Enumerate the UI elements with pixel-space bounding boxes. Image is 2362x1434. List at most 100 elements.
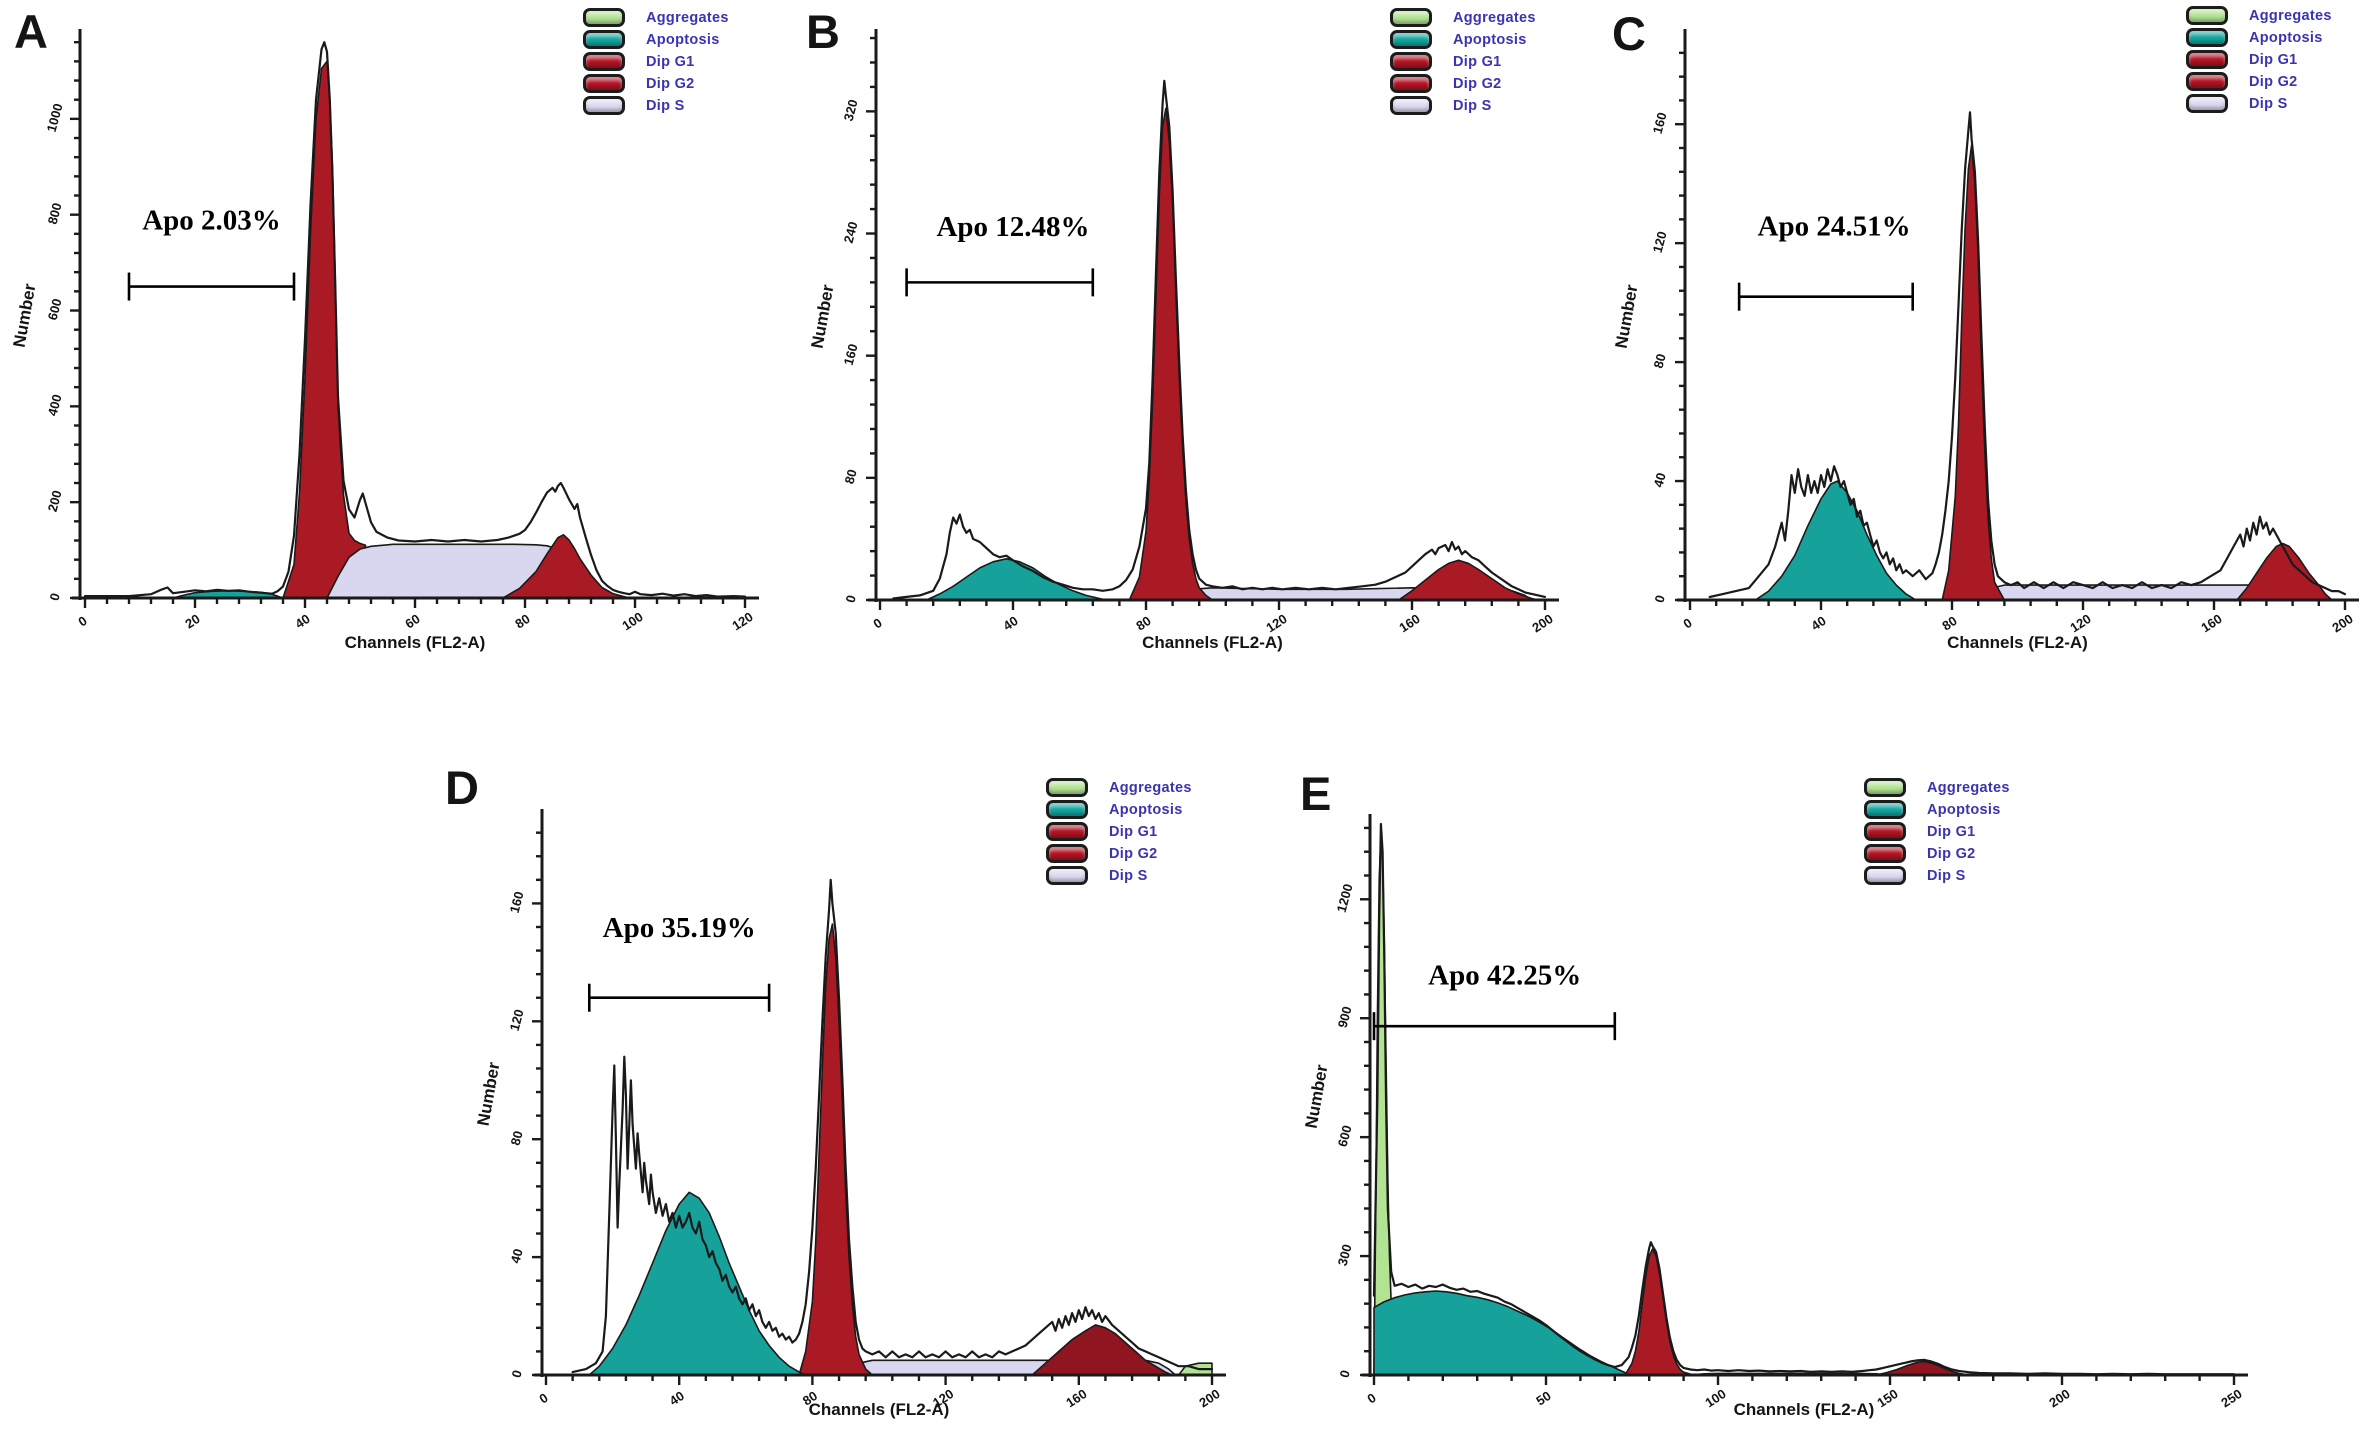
series-dip-g2 — [2236, 542, 2333, 601]
legend-item-label: Dip G2 — [646, 75, 695, 92]
series-dip-g2 — [1397, 559, 1540, 601]
legend-item-label: Aggregates — [1453, 9, 1536, 26]
histogram-plot-c: 0 40 80 120 160 200 0 40 80 120 160 Channels (FL2-A… — [1612, 29, 2359, 652]
panel-B: 0 40 80 120 160 200 0 80 160 240 320 Channels (FL2-… — [795, 0, 1580, 660]
legend-item-label: Dip G1 — [1109, 823, 1158, 840]
series-raw-outline — [1708, 111, 2347, 599]
x-tick-label: 200 — [2046, 1386, 2072, 1410]
x-tick-label: 80 — [800, 1388, 820, 1408]
x-tick-label: 160 — [2198, 611, 2224, 635]
legend-item-label: Apoptosis — [1453, 31, 1527, 48]
series-dip-g2 — [1875, 1360, 1974, 1376]
legend-item-label: Apoptosis — [646, 31, 720, 48]
legend-item-dip-s: Dip S — [1046, 866, 1192, 885]
x-tick-label: 160 — [1396, 611, 1422, 635]
y-tick-label: 80 — [1651, 352, 1669, 370]
x-tick-label: 40 — [1000, 613, 1020, 633]
apoptosis-percent-label: Apo 35.19% — [603, 912, 756, 944]
series-apoptosis — [588, 1191, 807, 1376]
legend-d: Aggregates Apoptosis Dip G1 Dip G2 Dip S — [1046, 778, 1192, 888]
x-tick-label: 120 — [2067, 611, 2093, 635]
y-tick-label: 900 — [1335, 1005, 1355, 1030]
legend-item-apoptosis: Apoptosis — [1046, 800, 1192, 819]
legend-item-aggregates: Aggregates — [1046, 778, 1192, 797]
legend-item-dip-g1: Dip G1 — [1390, 52, 1536, 71]
legend-item-label: Dip G1 — [1927, 823, 1976, 840]
apoptosis-percent-label: Apo 24.51% — [1758, 210, 1911, 242]
panel-letter-b: B — [806, 5, 840, 58]
legend-swatch-icon — [1390, 74, 1432, 93]
legend-swatch-icon — [1864, 844, 1906, 863]
legend-item-apoptosis: Apoptosis — [583, 30, 729, 49]
x-tick-label: 200 — [2329, 611, 2355, 635]
legend-swatch-icon — [583, 96, 625, 115]
legend-item-dip-s: Dip S — [583, 96, 729, 115]
legend-item-aggregates: Aggregates — [2186, 6, 2332, 25]
y-tick-label: 600 — [1335, 1124, 1355, 1149]
legend-item-label: Aggregates — [1927, 779, 2010, 796]
y-tick-label: 160 — [841, 342, 861, 367]
legend-swatch-icon — [2186, 94, 2228, 113]
x-tick-label: 40 — [1808, 613, 1828, 633]
axes: 0 40 80 120 160 200 0 80 160 240 320 Channels (FL2-… — [808, 29, 1559, 652]
apoptosis-gate-annotation: Apo 42.25% — [1372, 960, 1617, 1041]
legend-item-dip-g2: Dip G2 — [583, 74, 729, 93]
legend-swatch-icon — [1046, 866, 1088, 885]
axes: 0 20 40 60 80 100 120 0 200 400 600 800 1000 Channels… — [10, 29, 759, 652]
legend-swatch-icon — [1864, 778, 1906, 797]
legend-item-dip-g1: Dip G1 — [583, 52, 729, 71]
legend-item-apoptosis: Apoptosis — [1864, 800, 2010, 819]
legend-item-dip-s: Dip S — [2186, 94, 2332, 113]
panel-C: 0 40 80 120 160 200 0 40 80 120 160 Channels (FL2-A… — [1580, 0, 2362, 660]
panel-letter-a: A — [14, 5, 48, 58]
legend-item-label: Dip S — [1927, 867, 1966, 884]
legend-swatch-icon — [1864, 866, 1906, 885]
series-group — [1708, 111, 2347, 601]
legend-item-dip-g1: Dip G1 — [2186, 50, 2332, 69]
legend-item-label: Dip G2 — [1453, 75, 1502, 92]
apoptosis-gate-annotation: Apo 24.51% — [1737, 210, 1915, 311]
x-tick-label: 40 — [667, 1388, 687, 1408]
legend-swatch-icon — [1046, 778, 1088, 797]
histogram-plot-e: 0 50 100 150 200 250 0 300 600 900 1200 Channels (F… — [1302, 814, 2248, 1419]
legend-item-dip-g1: Dip G1 — [1864, 822, 2010, 841]
legend-item-apoptosis: Apoptosis — [1390, 30, 1536, 49]
x-tick-label: 40 — [292, 611, 312, 631]
y-axis-title: Number — [1612, 283, 1642, 350]
legend-swatch-icon — [1864, 822, 1906, 841]
histogram-plot-a: 0 20 40 60 80 100 120 0 200 400 600 800 1000 Channels… — [10, 29, 759, 652]
panel-D: 0 40 80 120 160 200 0 40 80 120 160 Channels (FL2-A… — [430, 755, 1260, 1434]
y-tick-label: 400 — [45, 393, 65, 418]
series-group — [83, 41, 747, 599]
series-dip-g2 — [502, 534, 631, 599]
x-tick-label: 80 — [512, 611, 532, 631]
legend-item-label: Apoptosis — [1109, 801, 1183, 818]
legend-item-label: Apoptosis — [2249, 29, 2323, 46]
y-tick-label: 40 — [1651, 471, 1669, 489]
panel-letter-c: C — [1612, 7, 1646, 60]
x-tick-label: 80 — [1133, 613, 1153, 633]
y-tick-label: 320 — [841, 98, 861, 123]
legend-item-label: Dip G2 — [1109, 845, 1158, 862]
legend-swatch-icon — [583, 74, 625, 93]
legend-swatch-icon — [1046, 844, 1088, 863]
y-tick-label: 120 — [507, 1008, 527, 1033]
legend-item-dip-g2: Dip G2 — [1046, 844, 1192, 863]
legend-item-label: Apoptosis — [1927, 801, 2001, 818]
x-axis-title: Channels (FL2-A) — [1947, 633, 2088, 652]
apoptosis-gate-annotation: Apo 35.19% — [587, 912, 771, 1012]
legend-swatch-icon — [1390, 8, 1432, 27]
x-tick-label: 120 — [1263, 611, 1289, 635]
legend-item-label: Dip G1 — [1453, 53, 1502, 70]
legend-item-label: Dip G2 — [1927, 845, 1976, 862]
legend-item-label: Dip S — [1109, 867, 1148, 884]
legend-swatch-icon — [2186, 28, 2228, 47]
legend-item-dip-s: Dip S — [1864, 866, 2010, 885]
series-group — [892, 79, 1547, 601]
x-tick-label: 250 — [2218, 1386, 2244, 1410]
x-tick-label: 0 — [536, 1390, 550, 1407]
y-tick-label: 0 — [1336, 1368, 1352, 1379]
legend-item-aggregates: Aggregates — [583, 8, 729, 27]
legend-swatch-icon — [1390, 30, 1432, 49]
legend-item-label: Aggregates — [646, 9, 729, 26]
